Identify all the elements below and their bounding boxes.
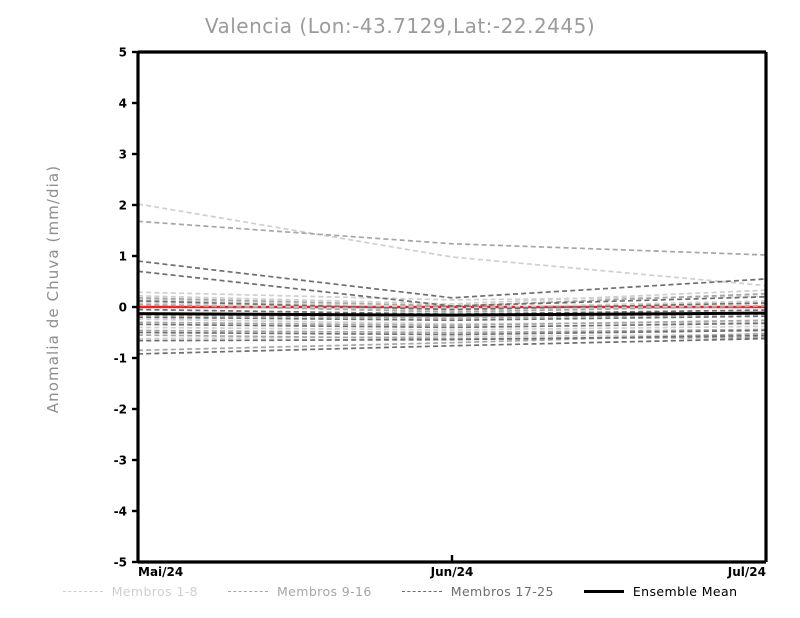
y-tick-label: -5 [114,556,127,570]
series-line-member [138,315,766,322]
x-tick-label: Mai/24 [138,565,183,579]
legend-item[interactable]: Ensemble Mean [583,584,738,599]
x-tick-label: Jul/24 [727,565,766,579]
series-line-member [138,318,766,325]
series-line-member [138,333,766,340]
legend-swatch-solid-icon [583,590,624,593]
y-tick-label: 3 [119,148,127,162]
legend-swatch-dashed-icon [62,591,103,592]
y-axis-ticks: 5 4 3 2 1 0 -1 -2 -3 -4 -5 [114,46,138,570]
legend-item[interactable]: Membros 1-8 [62,584,198,599]
series-line-member [138,300,766,311]
legend-item[interactable]: Membros 17-25 [401,584,554,599]
y-tick-label: 5 [119,46,127,60]
y-tick-label: -2 [114,403,127,417]
series-line-member [138,319,766,327]
series-line-member [138,303,766,313]
y-tick-label: 4 [119,97,127,111]
series-line-ensemble-mean [138,311,766,317]
legend-label: Membros 1-8 [111,584,198,599]
series-line-member [138,328,766,334]
series-line-member [138,313,766,320]
x-axis-ticks: Mai/24 Jun/24 Jul/24 [136,555,768,579]
series-line-member [138,270,766,307]
series-line-member [138,325,766,331]
series-line-member [138,260,766,299]
y-tick-label: 0 [119,301,127,315]
series-line-member [138,220,766,256]
chart-legend: Membros 1-8 Membros 9-16 Membros 17-25 Ense… [0,584,800,599]
y-tick-label: -3 [114,454,127,468]
series-line-member [138,334,766,340]
series-line-member [138,329,766,336]
y-tick-label: 2 [119,199,127,213]
legend-label: Ensemble Mean [632,584,738,599]
series-line-member [138,334,766,342]
series-line-member [138,337,766,355]
x-tick-label: Jun/24 [430,565,474,579]
y-tick-label: -1 [114,352,127,366]
legend-swatch-dashed-icon [401,591,442,592]
series-line-member [138,291,766,301]
y-tick-label: 1 [119,250,127,264]
series-line-member [138,322,766,329]
series-line-member [138,289,766,305]
page-title: Valencia (Lon:-43.7129,Lat:-22.2445) [204,14,596,38]
legend-item[interactable]: Membros 9-16 [228,584,372,599]
legend-label: Membros 17-25 [450,584,554,599]
series-line-member [138,332,766,352]
series-line-member [138,298,766,309]
series-group [138,203,766,355]
y-tick-label: -4 [114,505,127,519]
series-line-member [138,302,766,312]
legend-swatch-dashed-icon [228,591,268,592]
legend-label: Membros 9-16 [277,584,372,599]
series-line-member [138,203,766,287]
